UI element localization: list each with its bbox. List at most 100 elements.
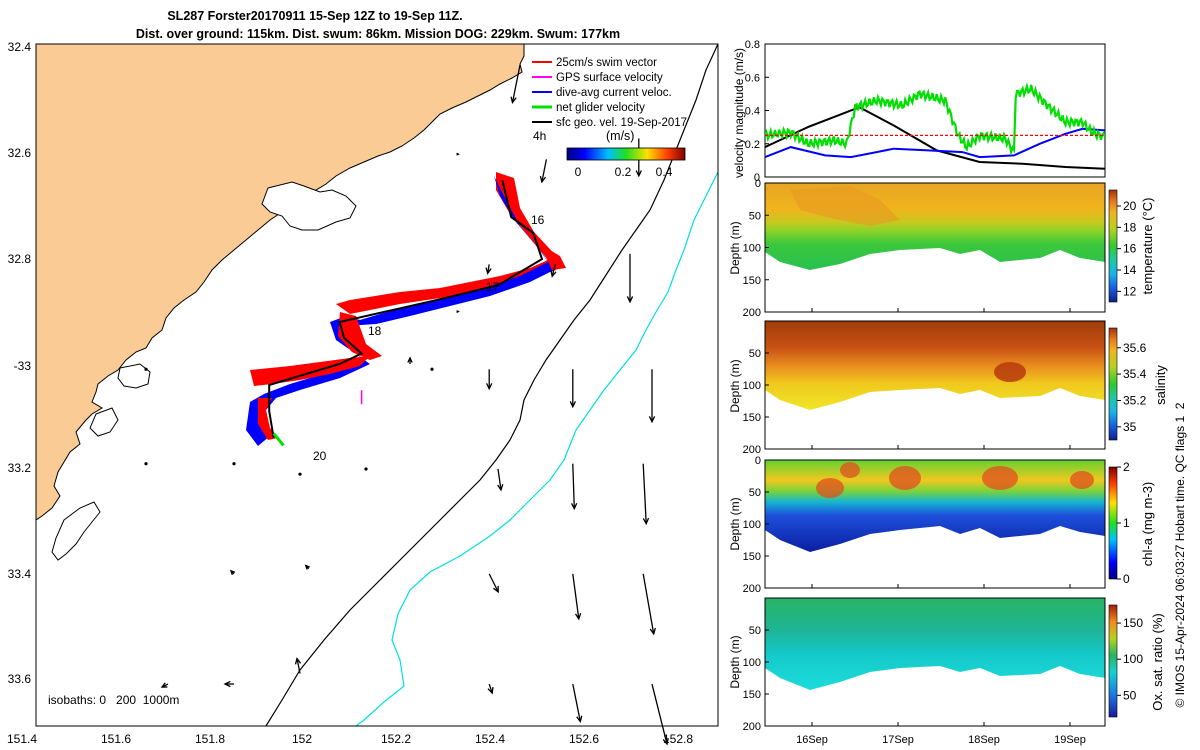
salinity-panel: Depth (m) salinity: [728, 320, 1168, 450]
current-arrow-head: [486, 383, 493, 391]
track-label-20: 20: [313, 449, 327, 463]
current-arrow-head: [485, 267, 492, 275]
current-arrow: [160, 682, 169, 688]
current-arrow: [539, 159, 548, 184]
depth-tick-label: 0: [755, 178, 761, 190]
current-arrow-head: [648, 416, 656, 424]
oxygen-colorbar: [1108, 604, 1118, 718]
current-arrow: [485, 264, 492, 275]
current-arrow-head: [649, 627, 656, 636]
section-ticks: 0501001502001214161820501001502003535.23…: [743, 178, 1147, 746]
swim-vector-swath-5: [540, 244, 566, 270]
depth-tick-label: 150: [743, 412, 761, 424]
lon-tick-152-4: 152.4: [475, 732, 505, 746]
depth-tick-label: 200: [743, 444, 761, 456]
depth-tick-label: 50: [749, 487, 761, 499]
colorbar-tick-label: 0: [1123, 572, 1130, 586]
current-arrow: [510, 64, 521, 104]
oxygen-ylabel: Depth (m): [728, 635, 742, 688]
current-arrow: [550, 264, 557, 278]
track-label-18: 18: [368, 324, 382, 338]
current-arrow-shaft: [572, 463, 575, 509]
colorbar-tick-label: 16: [1123, 242, 1137, 256]
current-arrow: [642, 573, 656, 636]
lon-tick-152: 152: [292, 732, 312, 746]
oxygen-cbar-label: Ox. sat. ratio (%): [1150, 613, 1165, 711]
current-dot: [430, 367, 434, 371]
velocity-ytick-label: 0.4: [745, 106, 760, 118]
velocity-ytick-label: 0: [754, 172, 760, 184]
lat-tick-33-4: 33.4: [8, 567, 32, 581]
current-arrow-head: [662, 738, 669, 746]
map-lat-ticks: 32.4 32.6 32.8 -33 33.2 33.4 33.6: [8, 40, 32, 686]
temperature-ylabel: Depth (m): [728, 221, 742, 274]
current-arrow-head: [626, 296, 634, 304]
temperature-panel: Depth (m) temperature (°C): [728, 182, 1155, 313]
title-line-2: Dist. over ground: 115km. Dist. swum: 86…: [136, 27, 620, 41]
colorbar-tick-label: 2: [1123, 460, 1130, 474]
chlorophyll-cbar-label: chl-a (mg m-3): [1140, 482, 1155, 567]
current-arrow: [626, 253, 634, 304]
lon-tick-151-4: 151.4: [7, 732, 37, 746]
depth-tick-label: 150: [743, 689, 761, 701]
colorbar-tick-label: 35.6: [1123, 341, 1147, 355]
current-arrow-head: [304, 564, 310, 570]
current-arrow-head: [550, 270, 557, 278]
inlet-south: [89, 407, 119, 437]
salinity-cbar-label: salinity: [1153, 365, 1168, 405]
current-arrow: [407, 356, 413, 365]
current-arrow: [572, 573, 582, 621]
current-arrow: [229, 569, 236, 575]
glider-track-line: [268, 180, 544, 438]
current-dot: [144, 367, 148, 371]
current-arrow-shaft: [551, 264, 556, 277]
chlorophyll-panel: Depth (m) chl-a (mg m-3): [728, 459, 1155, 589]
current-arrow: [456, 310, 460, 314]
salinity-colorbar: [1108, 327, 1118, 441]
inlet: [117, 363, 151, 389]
current-arrow: [642, 463, 650, 526]
current-arrow-shaft: [511, 64, 521, 103]
lon-tick-151-8: 151.8: [195, 732, 225, 746]
current-arrow: [497, 468, 504, 492]
salinity-high-core: [994, 362, 1026, 382]
current-swath: [246, 176, 554, 446]
colorbar-tick-label: 150: [1123, 616, 1143, 630]
current-arrow-shaft: [642, 463, 647, 524]
lon-tick-152-6: 152.6: [569, 732, 599, 746]
current-arrow: [486, 369, 493, 391]
current-arrow-shaft: [487, 264, 490, 274]
colorbar-tick-label: 18: [1123, 220, 1137, 234]
lat-tick-32-4: 32.4: [8, 40, 32, 54]
depth-tick-label: 200: [743, 583, 761, 595]
current-arrow-head: [570, 502, 578, 511]
current-arrow: [570, 463, 578, 511]
map-legend: 25cm/s swim vector GPS surface velocity …: [532, 57, 687, 179]
lat-tick-32-6: 32.6: [8, 146, 32, 160]
current-dot: [232, 462, 236, 466]
current-arrow-shaft: [488, 573, 499, 593]
depth-tick-label: 50: [749, 348, 761, 360]
lon-tick-152-8: 152.8: [663, 732, 693, 746]
current-arrow-head: [576, 715, 583, 723]
colorbar-tick-0-2: 0.2: [615, 165, 632, 179]
current-arrow-head: [635, 170, 642, 178]
current-arrow-shaft: [572, 573, 580, 619]
current-arrow-head: [487, 686, 494, 695]
map-vectors: [144, 64, 669, 746]
net-glider-velocity-arrow: [272, 432, 285, 447]
current-arrow-head: [642, 517, 650, 526]
current-arrow: [572, 683, 583, 723]
colorbar-tick-label: 12: [1123, 284, 1137, 298]
current-arrow-shaft: [651, 683, 668, 745]
velocity-ytick-label: 0.8: [745, 39, 760, 51]
glider-track-map: 16 17 18 20 25cm/s swim vector GPS surfa…: [7, 40, 719, 746]
velocity-ytick-label: 0.6: [745, 72, 760, 84]
legend-gps-label: GPS surface velocity: [556, 72, 663, 84]
colorbar-tick-label: 14: [1123, 263, 1137, 277]
current-arrow: [648, 369, 656, 424]
lat-tick-33: -33: [14, 359, 32, 373]
depth-tick-label: 150: [743, 275, 761, 287]
lat-tick-33-6: 33.6: [8, 672, 32, 686]
